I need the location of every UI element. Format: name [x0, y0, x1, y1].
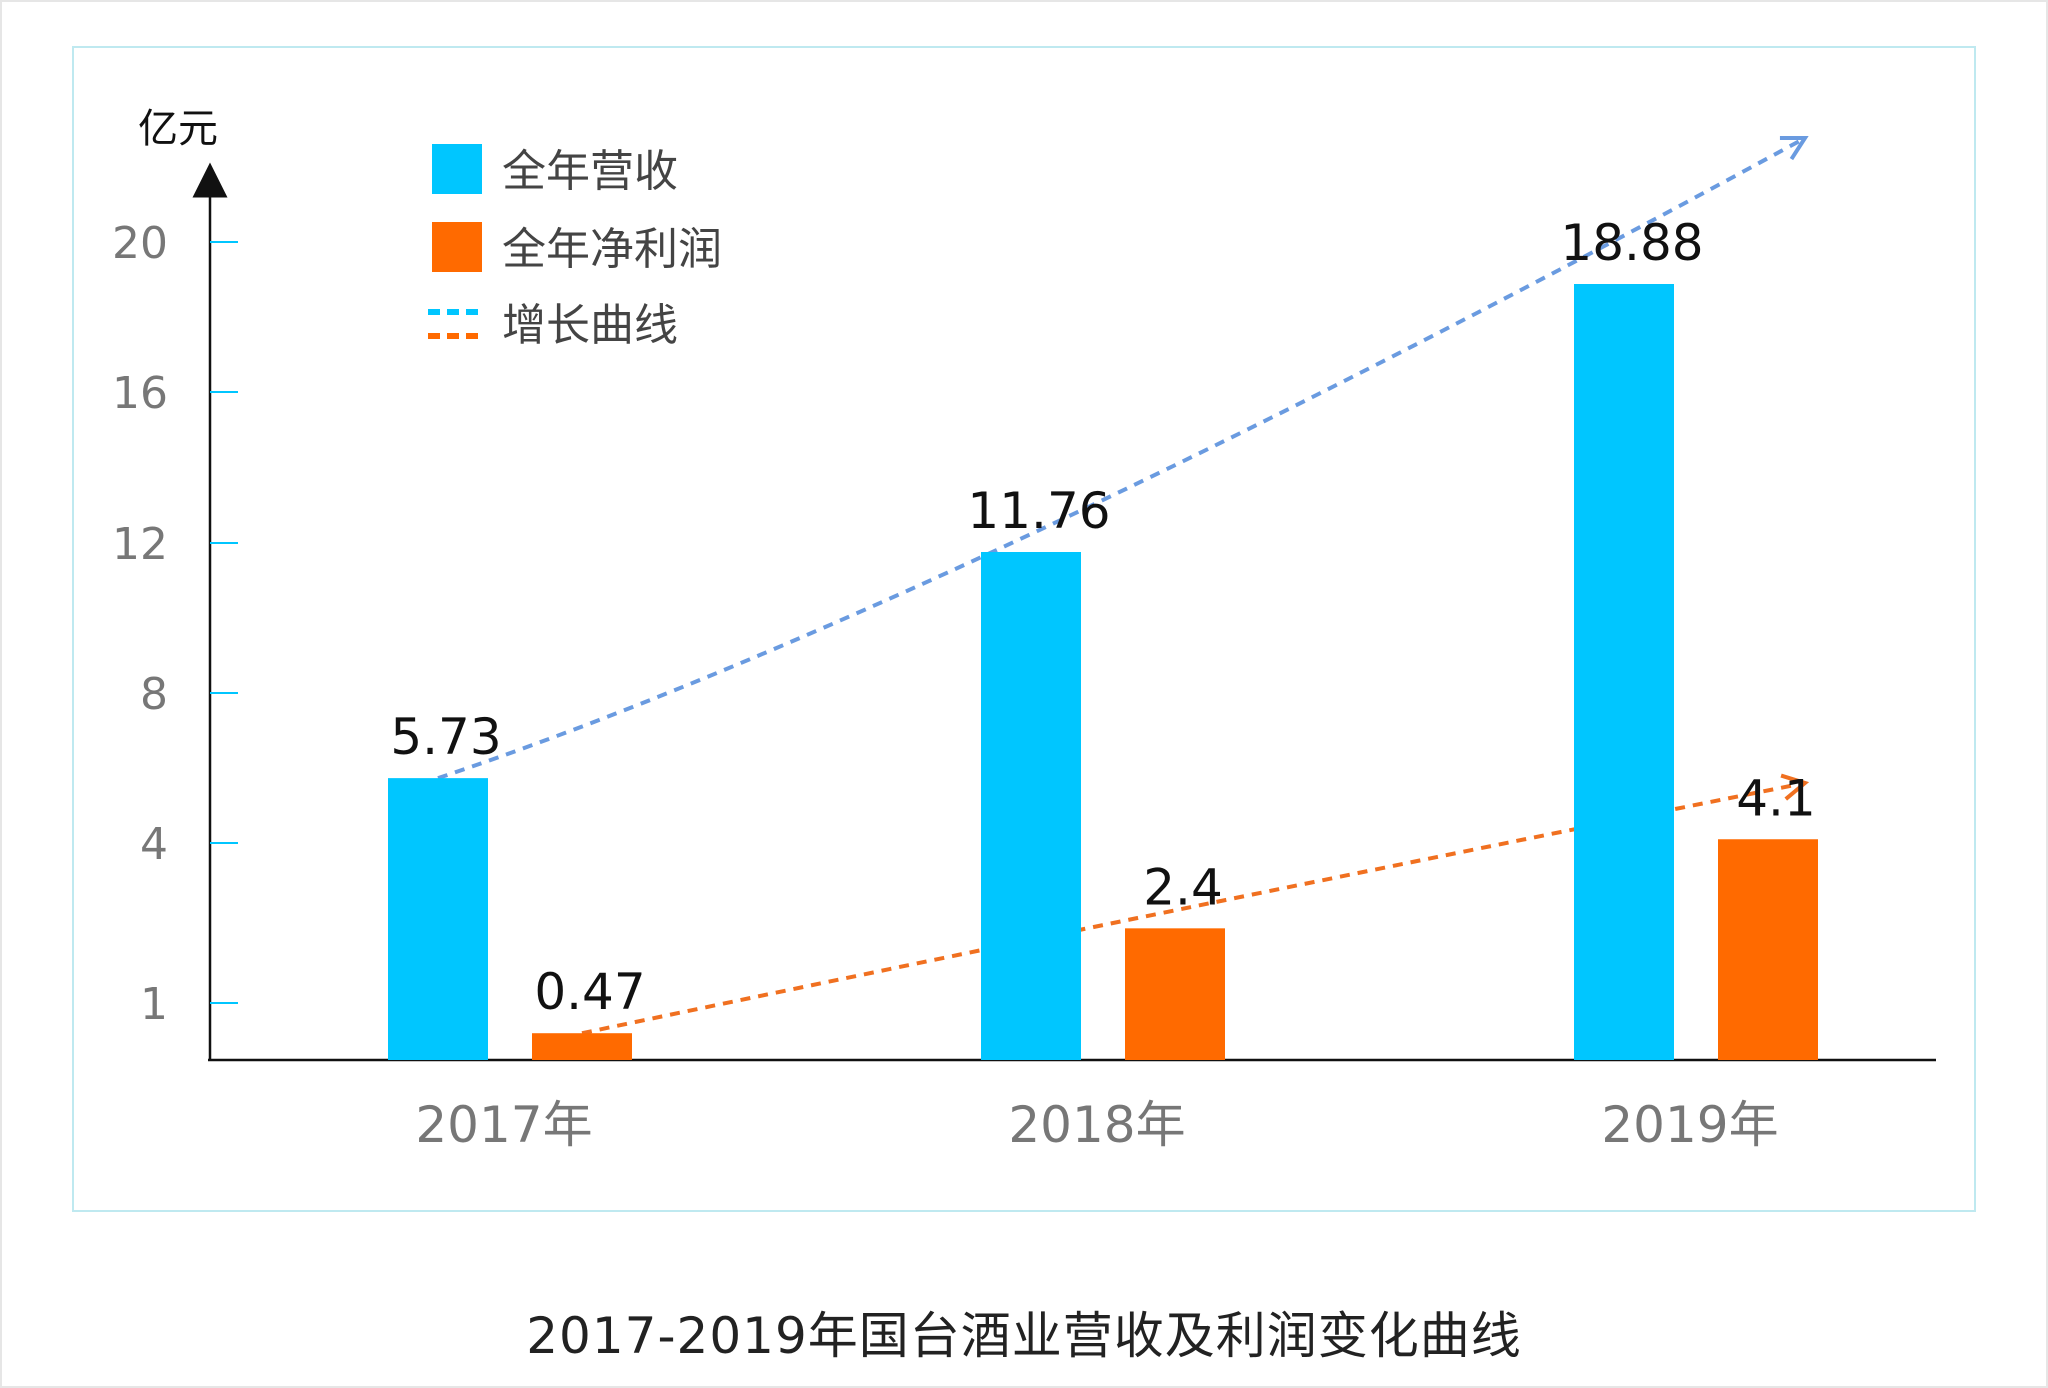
value-label-revenue-0: 5.73: [390, 708, 501, 766]
trend-curve-revenue: [437, 136, 1806, 781]
category-labels: 2017年 2018年 2019年: [415, 1096, 1778, 1154]
bar-revenue-0: [388, 778, 488, 1060]
y-ticks: 1 4 8 12 16 20: [112, 218, 238, 1030]
y-tick-label: 20: [112, 218, 168, 269]
category-label-1: 2018年: [1008, 1096, 1185, 1154]
legend-swatch-profit: [432, 222, 482, 272]
y-tick-label: 16: [112, 368, 168, 419]
bar-revenue-2: [1574, 284, 1674, 1060]
y-tick-label: 12: [112, 519, 168, 570]
value-label-revenue-1: 11.76: [967, 482, 1110, 540]
trend-curves: [437, 135, 1810, 1036]
bar-revenue-1: [981, 552, 1081, 1060]
bar-profit-2: [1718, 839, 1818, 1060]
value-label-profit-0: 0.47: [534, 963, 645, 1021]
legend-swatch-revenue: [432, 144, 482, 194]
bar-profit-1: [1125, 928, 1225, 1060]
bar-profit-0: [532, 1033, 632, 1060]
legend-label-revenue: 全年营收: [502, 146, 678, 197]
value-labels: 5.73 11.76 18.88 0.47 2.4 4.1: [390, 214, 1815, 1021]
chart-frame: [72, 46, 1976, 1212]
y-tick-label: 8: [140, 669, 168, 720]
category-label-2: 2019年: [1601, 1096, 1778, 1154]
value-label-revenue-2: 18.88: [1560, 214, 1703, 272]
value-label-profit-1: 2.4: [1143, 858, 1223, 916]
category-label-0: 2017年: [415, 1096, 592, 1154]
legend-label-profit: 全年净利润: [502, 224, 722, 275]
value-label-profit-2: 4.1: [1736, 769, 1816, 827]
y-unit-label: 亿元: [138, 106, 218, 152]
trend-arrow-revenue: [1779, 135, 1809, 161]
trend-arrow-profit: [1780, 773, 1810, 801]
bars: [388, 284, 1818, 1060]
legend-label-trend: 增长曲线: [502, 300, 678, 351]
legend: 全年营收 全年净利润 增长曲线: [428, 144, 722, 351]
chart-caption: 2017-2019年国台酒业营收及利润变化曲线: [526, 1307, 1522, 1365]
y-tick-label: 4: [140, 819, 168, 870]
y-tick-label: 1: [140, 979, 168, 1030]
